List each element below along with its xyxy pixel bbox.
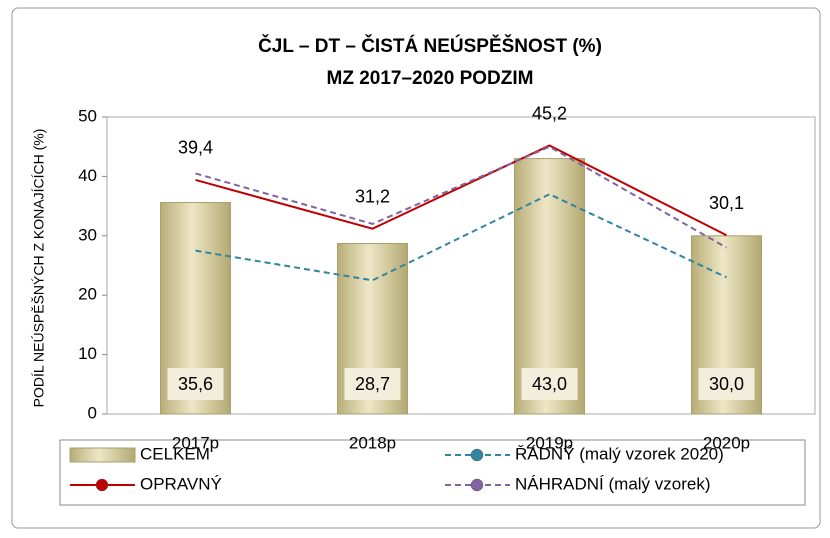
label-box xyxy=(521,368,578,400)
y-tick-label: 40 xyxy=(78,166,97,185)
data-label: 30,1 xyxy=(709,193,744,213)
y-axis-label: PODÍL NEÚSPĚŠNÝCH Z KONAJÍCÍCH (%) xyxy=(31,129,47,408)
y-tick-label: 10 xyxy=(78,344,97,363)
x-tick-label: 2019p xyxy=(526,433,573,452)
y-tick-label: 50 xyxy=(78,106,97,125)
legend-marker xyxy=(470,448,484,462)
legend-label: ŘÁDNÝ (malý vzorek 2020) xyxy=(515,444,724,463)
legend-marker xyxy=(95,478,109,492)
y-tick-label: 30 xyxy=(78,225,97,244)
data-label: 31,2 xyxy=(355,186,390,206)
legend-label: NÁHRADNÍ (malý vzorek) xyxy=(515,474,711,493)
label-box xyxy=(698,368,755,400)
legend-swatch xyxy=(69,447,136,463)
line xyxy=(195,193,727,282)
legend-marker xyxy=(470,478,484,492)
data-label: 35,6 xyxy=(178,374,213,394)
plot-area xyxy=(106,116,816,415)
chart-subtitle: MZ 2017–2020 PODZIM xyxy=(327,68,534,89)
legend-label: CELKEM xyxy=(140,444,210,463)
line xyxy=(195,145,727,249)
label-box xyxy=(167,368,224,400)
data-label: 43,0 xyxy=(532,374,567,394)
label-box xyxy=(344,368,401,400)
data-label: 28,7 xyxy=(355,374,390,394)
legend xyxy=(59,439,806,506)
line xyxy=(195,144,727,237)
x-tick-label: 2020p xyxy=(703,433,750,452)
data-label: 30,0 xyxy=(709,374,744,394)
y-tick-label: 20 xyxy=(78,285,97,304)
data-label: 39,4 xyxy=(178,138,213,158)
x-tick-label: 2018p xyxy=(349,433,396,452)
legend-label: OPRAVNÝ xyxy=(140,474,222,493)
chart-title: ČJL – DT – ČISTÁ NEÚSPĚŠNOST (%) xyxy=(258,35,602,57)
y-tick-label: 0 xyxy=(88,403,97,422)
x-tick-label: 2017p xyxy=(172,433,219,452)
data-label: 45,2 xyxy=(532,103,567,123)
